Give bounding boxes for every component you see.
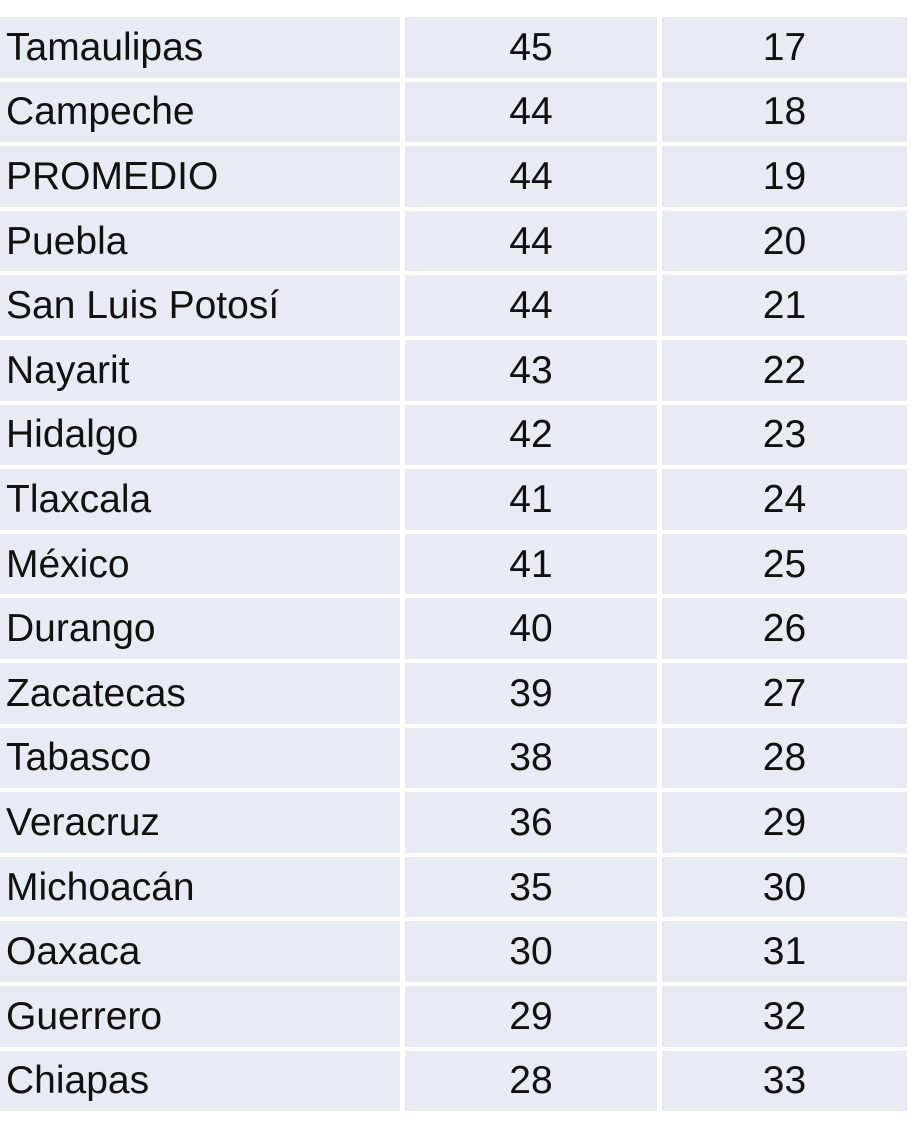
state-cell: Durango — [0, 598, 400, 659]
rank-cell: 22 — [662, 339, 907, 401]
rank-cell: 27 — [662, 662, 907, 724]
rank-cell: 25 — [662, 533, 907, 595]
value-cell: 36 — [405, 792, 657, 853]
data-table: Tamaulipas 45 17 Campeche 44 18 PROMEDIO… — [0, 17, 907, 1112]
value-cell: 38 — [405, 727, 657, 789]
state-cell: Guerrero — [0, 985, 400, 1047]
table-row: Tabasco 38 28 — [0, 727, 907, 789]
table-row: San Luis Potosí 44 21 — [0, 275, 907, 336]
state-cell: Tamaulipas — [0, 17, 400, 78]
value-cell: 35 — [405, 856, 657, 918]
table-row: Michoacán 35 30 — [0, 856, 907, 918]
state-cell: Oaxaca — [0, 921, 400, 982]
rank-cell: 29 — [662, 792, 907, 853]
value-cell: 44 — [405, 81, 657, 143]
table-row: Veracruz 36 29 — [0, 792, 907, 853]
state-cell: Campeche — [0, 81, 400, 143]
table-row: Oaxaca 30 31 — [0, 921, 907, 982]
value-cell: 44 — [405, 146, 657, 207]
table-row: Zacatecas 39 27 — [0, 662, 907, 724]
value-cell: 45 — [405, 17, 657, 78]
value-cell: 39 — [405, 662, 657, 724]
table-row: PROMEDIO 44 19 — [0, 146, 907, 207]
value-cell: 41 — [405, 533, 657, 595]
rank-cell: 30 — [662, 856, 907, 918]
value-cell: 42 — [405, 404, 657, 466]
value-cell: 44 — [405, 275, 657, 336]
rank-cell: 17 — [662, 17, 907, 78]
rank-cell: 31 — [662, 921, 907, 982]
state-cell: Puebla — [0, 210, 400, 272]
rank-cell: 19 — [662, 146, 907, 207]
state-cell: Hidalgo — [0, 404, 400, 466]
state-cell: Chiapas — [0, 1050, 400, 1112]
value-cell: 30 — [405, 921, 657, 982]
table-row: Tamaulipas 45 17 — [0, 17, 907, 78]
table-row: Campeche 44 18 — [0, 81, 907, 143]
state-cell: Zacatecas — [0, 662, 400, 724]
table-row: Puebla 44 20 — [0, 210, 907, 272]
rank-cell: 20 — [662, 210, 907, 272]
value-cell: 43 — [405, 339, 657, 401]
state-cell: Nayarit — [0, 339, 400, 401]
table-row: Nayarit 43 22 — [0, 339, 907, 401]
state-cell: México — [0, 533, 400, 595]
rank-cell: 28 — [662, 727, 907, 789]
table-row: Chiapas 28 33 — [0, 1050, 907, 1112]
value-cell: 40 — [405, 598, 657, 659]
table-row: Hidalgo 42 23 — [0, 404, 907, 466]
rank-cell: 24 — [662, 469, 907, 530]
state-cell: Michoacán — [0, 856, 400, 918]
state-cell: San Luis Potosí — [0, 275, 400, 336]
value-cell: 44 — [405, 210, 657, 272]
rank-cell: 33 — [662, 1050, 907, 1112]
table-row: Tlaxcala 41 24 — [0, 469, 907, 530]
state-cell: PROMEDIO — [0, 146, 400, 207]
state-cell: Veracruz — [0, 792, 400, 853]
rank-cell: 18 — [662, 81, 907, 143]
rank-cell: 32 — [662, 985, 907, 1047]
rank-cell: 23 — [662, 404, 907, 466]
state-cell: Tabasco — [0, 727, 400, 789]
rank-cell: 26 — [662, 598, 907, 659]
rank-cell: 21 — [662, 275, 907, 336]
table-row: Durango 40 26 — [0, 598, 907, 659]
table-row: Guerrero 29 32 — [0, 985, 907, 1047]
value-cell: 29 — [405, 985, 657, 1047]
state-cell: Tlaxcala — [0, 469, 400, 530]
value-cell: 41 — [405, 469, 657, 530]
value-cell: 28 — [405, 1050, 657, 1112]
table-row: México 41 25 — [0, 533, 907, 595]
